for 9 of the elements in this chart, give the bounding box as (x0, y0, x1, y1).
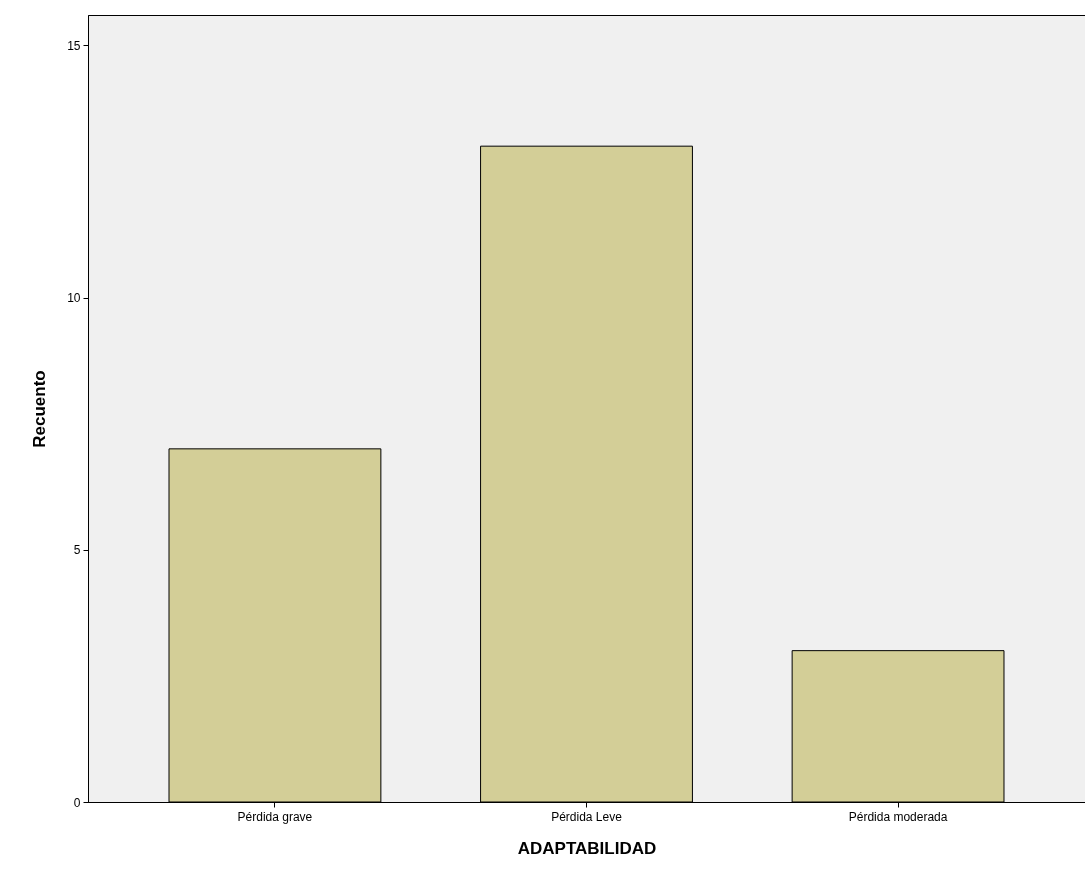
y-tick-label: 5 (73, 543, 81, 558)
y-tick-label: 10 (67, 291, 81, 306)
x-tick-label: Pérdida grave (237, 809, 313, 824)
y-axis-title: Recuento (30, 370, 50, 448)
y-tick-label: 15 (67, 38, 81, 53)
y-tick-label: 0 (73, 795, 81, 810)
x-axis-title: ADAPTABILIDAD (517, 838, 657, 858)
x-tick-label: Pérdida Leve (551, 809, 623, 824)
x-tick-label: Pérdida moderada (848, 809, 948, 824)
